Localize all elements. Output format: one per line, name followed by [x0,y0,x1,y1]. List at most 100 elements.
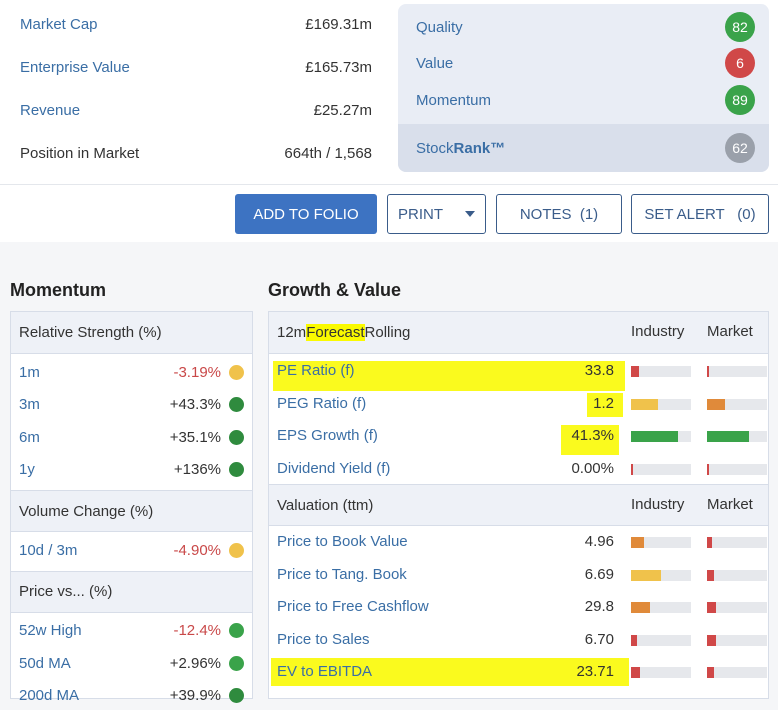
stat-row[interactable]: Enterprise Value £165.73m [20,46,372,89]
momentum-period[interactable]: 3m [19,396,40,413]
metric-label[interactable]: EV to EBITDA [277,663,373,680]
momentum-value: -4.90% [173,541,221,559]
metric-value: 6.70 [584,630,614,648]
momentum-period[interactable]: 50d MA [19,654,71,672]
forecast-header: 12m Forecast Rolling Industry Market [269,312,768,354]
rank-row-momentum[interactable]: Momentum 89 [416,85,755,115]
metric-label[interactable]: EPS Growth (f) [277,427,378,444]
highlight-mark [587,393,623,417]
stat-label[interactable]: Enterprise Value [20,59,130,76]
momentum-group-header: Volume Change (%) [11,490,252,532]
momentum-title: Momentum [10,280,106,300]
notes-button[interactable]: NOTES (1) [496,194,622,234]
market-bar [707,602,767,613]
metric-row[interactable]: PEG Ratio (f) 1.2 [277,389,768,419]
metric-value: 33.8 [584,362,614,379]
rank-row-quality[interactable]: Quality 82 [416,12,755,42]
metric-row[interactable]: Price to Tang. Book 6.69 [277,560,768,590]
momentum-period[interactable]: 1y [19,461,35,478]
momentum-period[interactable]: 1m [19,363,40,381]
status-dot-icon [229,397,244,412]
momentum-row[interactable]: 6m +35.1% [19,422,244,452]
momentum-row[interactable]: 1y +136% [19,455,244,485]
metric-row[interactable]: EPS Growth (f) 41.3% [277,421,768,451]
momentum-row[interactable]: 10d / 3m -4.90% [19,535,244,565]
metric-label[interactable]: Price to Sales [277,630,370,648]
momentum-group-header: Relative Strength (%) [11,312,252,354]
industry-bar [631,667,691,678]
industry-bar [631,537,691,548]
growth-value-panel: 12m Forecast Rolling Industry Market PE … [268,311,769,699]
industry-col-header: Industry [631,323,685,340]
momentum-value: +43.3% [169,396,221,413]
momentum-row[interactable]: 50d MA +2.96% [19,648,244,678]
stat-value: £25.27m [313,102,372,119]
rank-row-value[interactable]: Value 6 [416,48,755,78]
rank-label: Momentum [416,91,492,109]
metric-row[interactable]: Price to Sales 6.70 [277,625,768,655]
metric-row[interactable]: EV to EBITDA 23.71 [277,657,768,687]
industry-bar [631,569,691,581]
metric-row[interactable]: PE Ratio (f) 33.8 [277,356,768,386]
momentum-row[interactable]: 3m +43.3% [19,390,244,420]
status-dot-icon [229,364,244,380]
market-bar [707,366,767,377]
stockrank-strip[interactable]: StockRank™ 62 [398,124,769,172]
metric-value: 41.3% [571,427,614,444]
industry-bar [631,431,691,442]
metric-value: 1.2 [593,394,614,412]
metric-value: 23.71 [576,663,614,680]
metric-value: 0.00% [571,459,614,477]
stat-row[interactable]: Revenue £25.27m [20,89,372,132]
momentum-panel: Relative Strength (%) 1m -3.19% 3m +43.3% 6m +… [10,311,253,704]
rank-label: Value [416,54,454,72]
stockrank-row[interactable]: StockRank™ 62 [416,133,755,163]
divider [0,184,778,185]
industry-col-header: Industry [631,496,685,513]
market-col-header: Market [707,323,753,340]
stat-value: 664th / 1,568 [284,145,372,162]
chevron-down-icon [465,211,475,217]
industry-bar [631,398,691,410]
metric-label[interactable]: Price to Tang. Book [277,565,407,583]
metric-row[interactable]: Price to Book Value 4.96 [277,527,768,557]
highlight-mark [561,425,619,455]
momentum-period[interactable]: 52w High [19,622,82,639]
status-dot-icon [229,429,244,445]
momentum-value: +136% [173,461,221,478]
momentum-period[interactable]: 200d MA [19,687,80,704]
stockrank-badge: 62 [725,133,755,163]
momentum-row[interactable]: 1m -3.19% [19,357,244,387]
momentum-period[interactable]: 6m [19,428,40,446]
momentum-group-header: Price vs... (%) [11,570,252,613]
growth-value-title: Growth & Value [268,280,402,300]
metric-value: 29.8 [584,598,614,615]
momentum-period[interactable]: 10d / 3m [19,541,78,559]
print-button[interactable]: PRINT [387,194,486,234]
metric-label[interactable]: Price to Free Cashflow [277,598,429,615]
add-to-folio-button[interactable]: ADD TO FOLIO [235,194,377,234]
set-alert-button[interactable]: SET ALERT (0) [631,194,769,234]
highlight-mark [271,658,629,686]
market-bar [707,569,767,581]
metric-label[interactable]: Dividend Yield (f) [277,459,391,477]
metric-row[interactable]: Price to Free Cashflow 29.8 [277,592,768,622]
stat-label[interactable]: Revenue [20,102,81,119]
stat-label: Position in Market [20,145,140,162]
market-bar [707,634,767,646]
stockrank-label: StockRank™ [416,139,506,157]
metric-row[interactable]: Dividend Yield (f) 0.00% [277,454,768,484]
stat-row[interactable]: Market Cap £169.31m [20,3,372,46]
momentum-value: +39.9% [169,687,221,704]
momentum-row[interactable]: 200d MA +39.9% [19,681,244,710]
metric-label[interactable]: Price to Book Value [277,533,408,550]
metric-label[interactable]: PE Ratio (f) [277,362,355,379]
stat-label[interactable]: Market Cap [20,16,98,33]
metric-value: 6.69 [584,565,614,583]
stock-ranks-box: Quality 82 Value 6 Momentum 89 StockRank™ 62 [398,4,769,172]
metric-label[interactable]: PEG Ratio (f) [277,394,367,412]
industry-bar [631,463,691,475]
momentum-row[interactable]: 52w High -12.4% [19,616,244,646]
stat-value: £169.31m [305,16,372,33]
stat-row: Position in Market 664th / 1,568 [20,132,372,175]
